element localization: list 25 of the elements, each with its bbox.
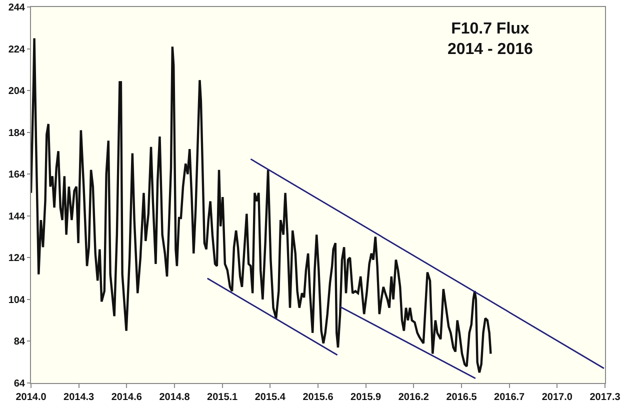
y-tick-label: 64 xyxy=(14,378,26,390)
x-tick-label: 2017.3 xyxy=(590,392,621,403)
x-tick-label: 2014.6 xyxy=(111,392,142,403)
x-tick-label: 2014.3 xyxy=(64,392,95,403)
line-series xyxy=(31,37,492,374)
y-tick-label: 164 xyxy=(8,170,26,181)
y-tick-label: 244 xyxy=(8,2,26,14)
text: F10.7 Flux 2014 - 2016 xyxy=(447,20,534,58)
x-tick-label: 2016.5 xyxy=(446,392,478,403)
x-tick-label: 2014.8 xyxy=(159,392,190,403)
x-tick-label: 2016.7 xyxy=(494,392,526,403)
x-tick-label: 2017.0 xyxy=(542,392,573,403)
y-tick-label: 104 xyxy=(8,294,26,306)
y-tick-label: 84 xyxy=(14,336,26,348)
x-tick-label: 2015.4 xyxy=(254,392,286,403)
y-tick-label: 184 xyxy=(8,128,26,139)
x-tick-label: 2015.6 xyxy=(302,392,334,403)
x-tick-label: 2015.9 xyxy=(350,392,382,403)
y-tick-label: 224 xyxy=(8,44,26,56)
y-tick-label: 144 xyxy=(8,211,26,222)
x-tick-label: 2016.2 xyxy=(398,392,430,403)
x-tick-label: 2015.1 xyxy=(207,392,238,403)
x-tick-label: 2014.0 xyxy=(16,392,47,403)
y-tick-label: 204 xyxy=(8,86,26,98)
y-tick-label: 124 xyxy=(8,253,26,264)
